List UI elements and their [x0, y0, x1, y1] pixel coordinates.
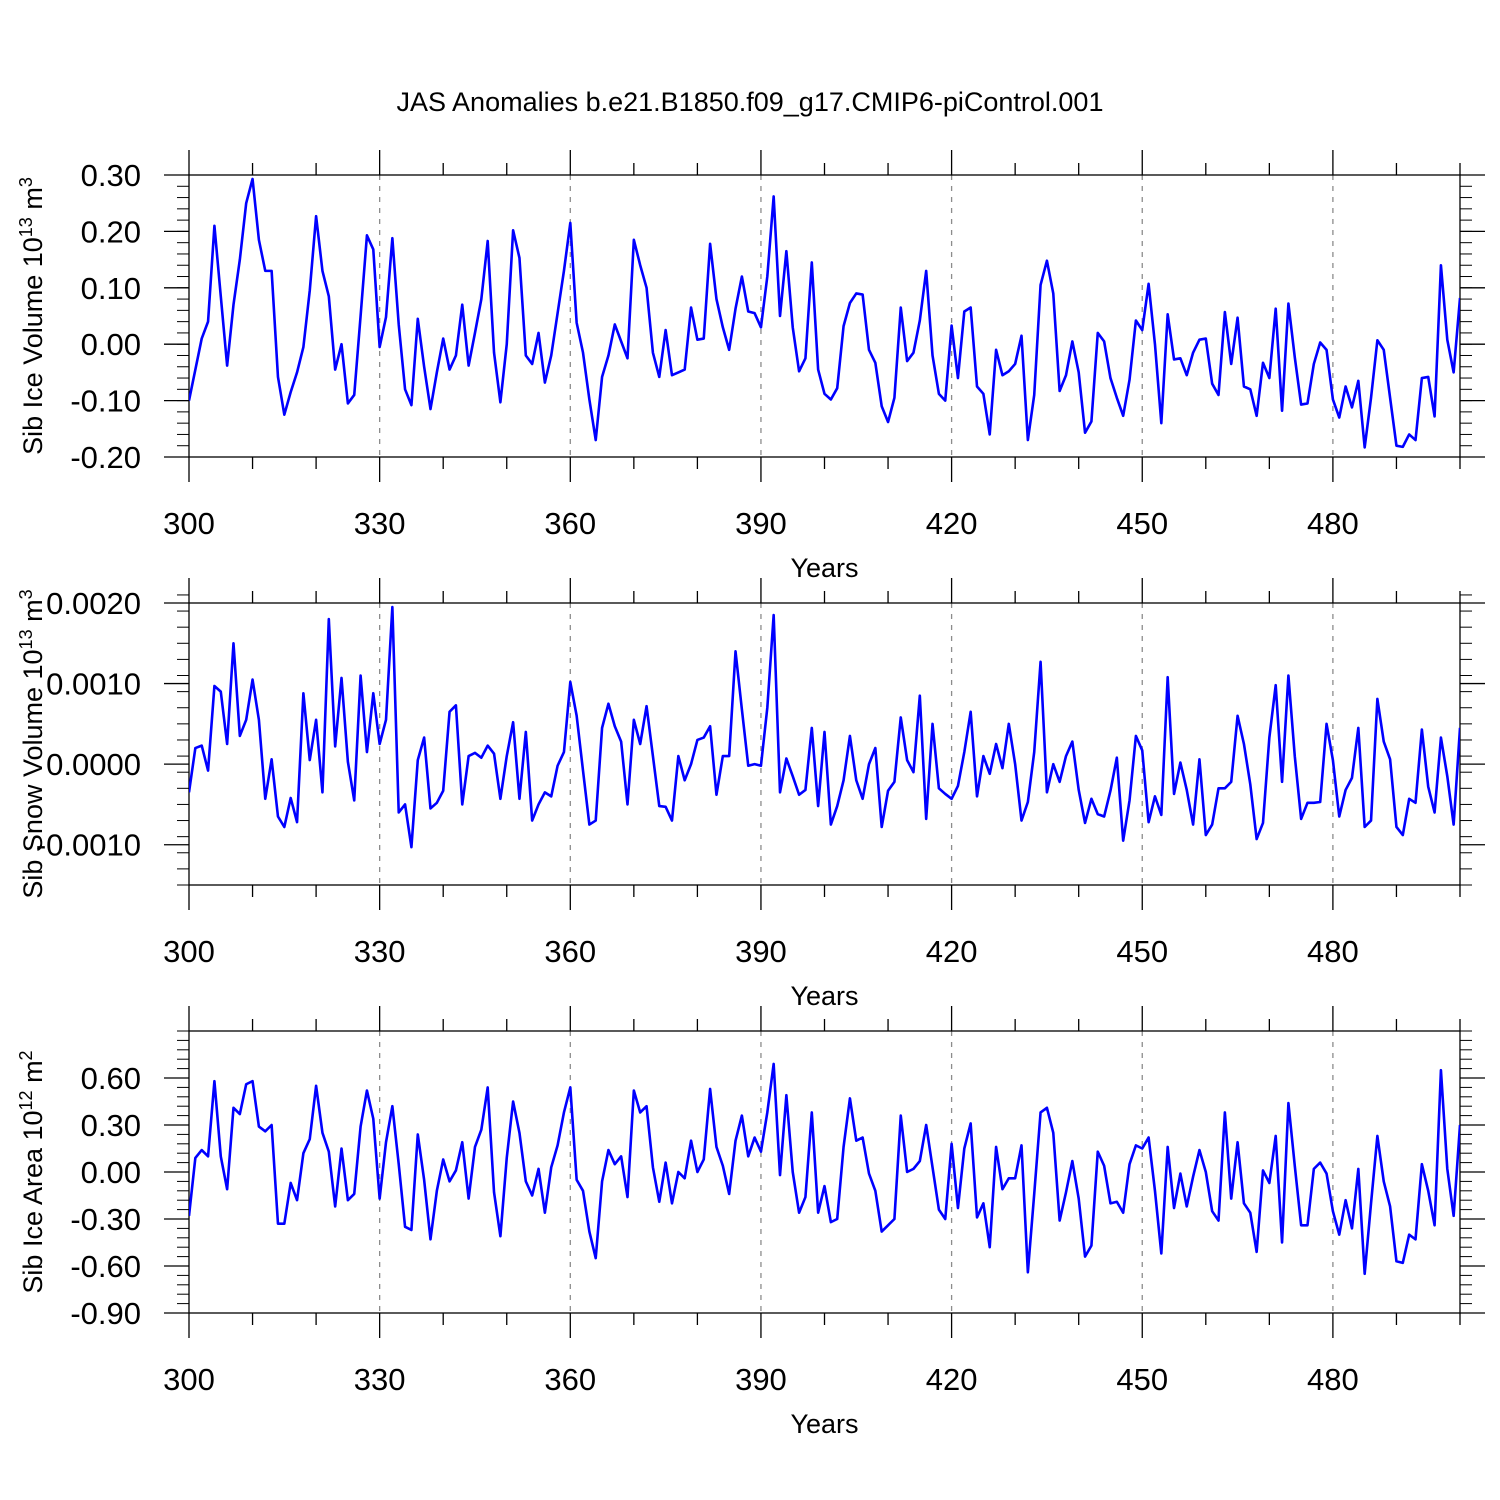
y-axis-label-part: m	[18, 1060, 48, 1090]
y-tick-label: 0.0000	[46, 747, 141, 782]
y-tick-label: 0.30	[81, 1108, 141, 1143]
series-line	[189, 1062, 1460, 1276]
x-tick-label: 480	[1307, 934, 1359, 969]
y-tick-label: 0.0010	[46, 667, 141, 702]
y-axis-label-part: Sib Ice Area 10	[18, 1110, 48, 1293]
x-tick-label: 450	[1116, 506, 1168, 541]
x-tick-label: 450	[1116, 1362, 1168, 1397]
x-tick-label: 420	[926, 506, 978, 541]
chart-panels: -0.20 -0.10 0.00 0.10 0.20 0.30 300 330 360 390 42…	[16, 150, 1485, 1439]
y-axis-label-part: Sib Ice Volume 10	[18, 237, 48, 455]
y-axis-label-superscript: 3	[16, 589, 36, 599]
y-tick-label: 0.00	[81, 327, 141, 362]
panel-3: -0.90 -0.60 -0.30 0.00 0.30 0.60 300 330 360 390 4…	[16, 1006, 1485, 1439]
y-tick-label: -0.90	[70, 1296, 141, 1331]
y-tick-label: 0.20	[81, 214, 141, 249]
x-tick-label: 330	[354, 934, 406, 969]
y-tick-label: 0.30	[81, 158, 141, 193]
y-axis-label-superscript: 3	[16, 177, 36, 187]
y-tick-label: -0.0010	[36, 828, 141, 863]
x-tick-label: 480	[1307, 506, 1359, 541]
x-tick-label: 420	[926, 1362, 978, 1397]
y-axis-label-superscript: 13	[16, 629, 36, 649]
x-axis-label: Years	[790, 1409, 858, 1439]
x-tick-label: 390	[735, 934, 787, 969]
x-tick-label: 330	[354, 506, 406, 541]
x-tick-label: 480	[1307, 1362, 1359, 1397]
plot-frame	[188, 174, 1461, 458]
y-tick-label: 0.60	[81, 1061, 141, 1096]
x-tick-label: 360	[544, 1362, 596, 1397]
x-tick-label: 300	[163, 506, 215, 541]
y-tick-label: 0.00	[81, 1155, 141, 1190]
y-tick-label: 0.10	[81, 271, 141, 306]
y-tick-label: -0.20	[70, 440, 141, 475]
x-tick-label: 300	[163, 1362, 215, 1397]
x-tick-label: 330	[354, 1362, 406, 1397]
x-tick-label: 360	[544, 506, 596, 541]
y-tick-label: -0.10	[70, 384, 141, 419]
y-tick-label: 0.0020	[46, 586, 141, 621]
x-axis-label: Years	[790, 553, 858, 583]
y-axis-label: Sib Ice Area 1012 m2	[16, 1050, 48, 1293]
x-tick-label: 390	[735, 506, 787, 541]
x-tick-label: 300	[163, 934, 215, 969]
plot-frame	[188, 1030, 1461, 1314]
y-axis-label-part: m	[18, 599, 48, 629]
x-axis-label: Years	[790, 981, 858, 1011]
x-tick-label: 390	[735, 1362, 787, 1397]
y-axis-label-superscript: 2	[16, 1050, 36, 1060]
y-axis-label-part: m	[18, 187, 48, 217]
chart-title: JAS Anomalies b.e21.B1850.f09_g17.CMIP6-…	[397, 87, 1104, 117]
y-axis-label-superscript: 13	[16, 217, 36, 237]
y-axis-label: Sib Snow Volume 1013 m3	[16, 589, 48, 898]
panel-2: -0.0010 0.0000 0.0010 0.0020 300 330 360 390 420…	[16, 578, 1485, 1011]
y-axis-label-superscript: 12	[16, 1090, 36, 1110]
series-line	[189, 605, 1460, 849]
y-axis-label-part: Sib Snow Volume 10	[18, 649, 48, 898]
y-axis-label: Sib Ice Volume 1013 m3	[16, 177, 48, 455]
y-tick-label: -0.60	[70, 1249, 141, 1284]
y-tick-label: -0.30	[70, 1202, 141, 1237]
x-tick-label: 450	[1116, 934, 1168, 969]
series-line	[189, 177, 1460, 449]
x-tick-label: 420	[926, 934, 978, 969]
panel-1: -0.20 -0.10 0.00 0.10 0.20 0.30 300 330 360 390 42…	[16, 150, 1485, 583]
x-tick-label: 360	[544, 934, 596, 969]
